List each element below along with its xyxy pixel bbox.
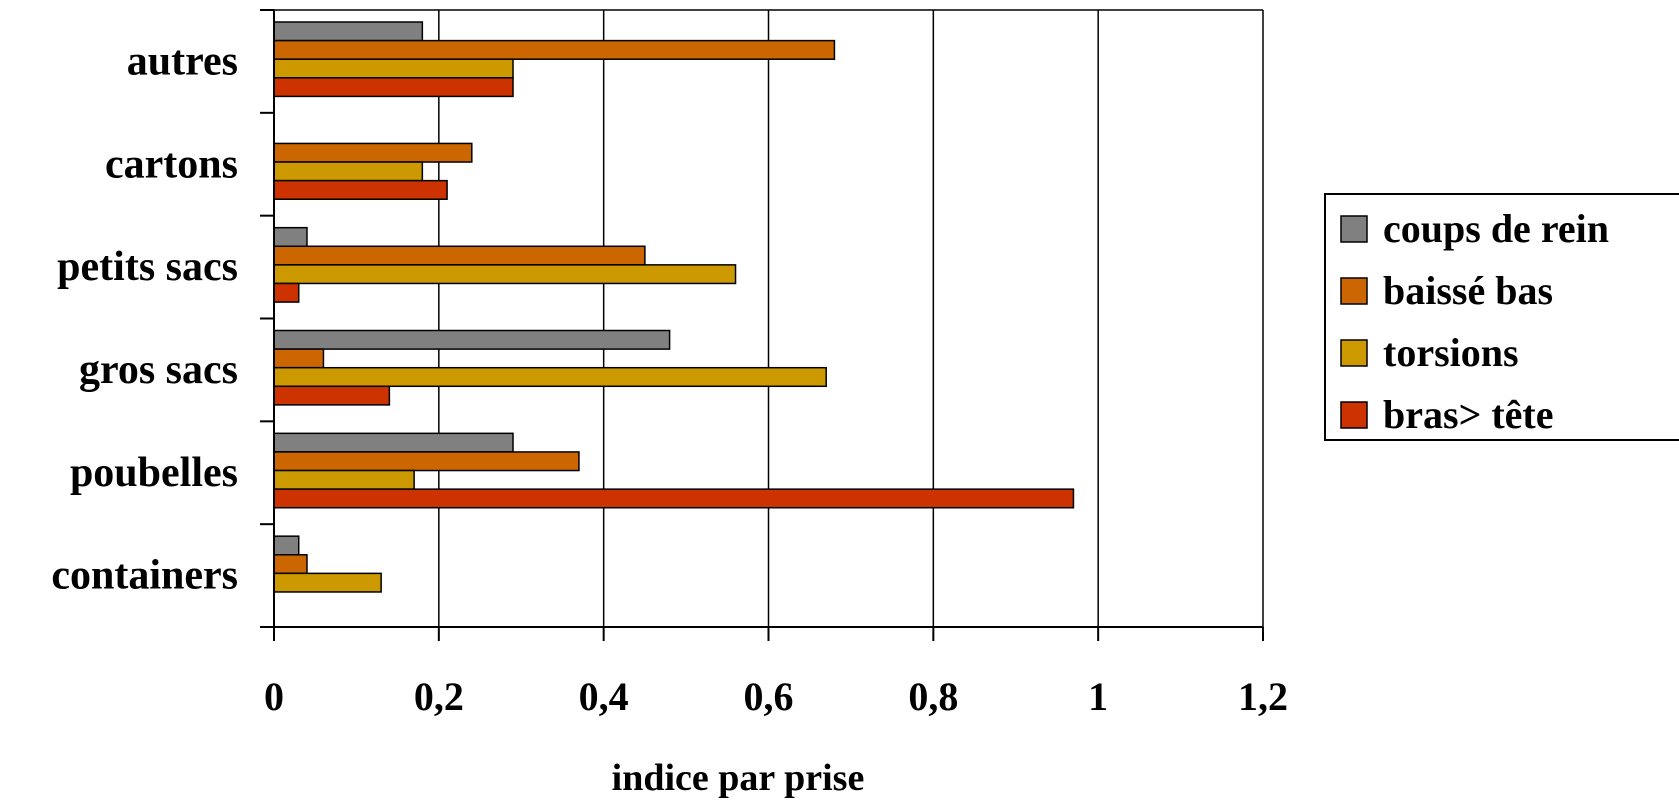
bar-petits-sacs-3 xyxy=(273,282,300,303)
legend: coups de rein baissé bas torsions bras> têt… xyxy=(1324,193,1679,441)
legend-label: baissé bas xyxy=(1383,268,1553,313)
bar-containers-2 xyxy=(273,572,382,593)
category-label: poubelles xyxy=(70,450,238,496)
bar-gros-sacs-1 xyxy=(273,348,325,369)
category-label: gros sacs xyxy=(79,347,238,393)
bar-poubelles-3 xyxy=(273,488,1075,509)
bar-autres-1 xyxy=(273,39,836,60)
legend-swatch xyxy=(1340,215,1368,243)
bar-cartons-2 xyxy=(273,161,424,182)
axes xyxy=(260,9,1264,641)
category-label: autres xyxy=(127,38,238,84)
bar-autres-0 xyxy=(273,21,424,42)
bar-containers-1 xyxy=(273,554,308,575)
bar-gros-sacs-2 xyxy=(273,366,827,388)
legend-box xyxy=(1324,193,1679,441)
bar-petits-sacs-0 xyxy=(273,226,308,248)
bar-autres-3 xyxy=(273,77,514,98)
bar-poubelles-2 xyxy=(273,469,415,490)
x-axis-label: indice par prise xyxy=(612,757,865,799)
bar-poubelles-0 xyxy=(273,432,514,453)
category-label: containers xyxy=(51,553,238,599)
bar-poubelles-1 xyxy=(273,451,580,472)
x-tick-label: 0 xyxy=(264,674,284,719)
bar-petits-sacs-1 xyxy=(273,245,646,266)
x-tick-label: 0,2 xyxy=(414,674,464,719)
x-tick-label: 0,8 xyxy=(908,674,958,719)
x-tick-label: 1,2 xyxy=(1238,674,1288,719)
category-label: cartons xyxy=(105,141,238,187)
legend-swatch xyxy=(1340,339,1368,367)
bars xyxy=(273,21,1075,593)
legend-label: bras> tête xyxy=(1383,392,1554,437)
x-tick-label: 0,4 xyxy=(579,674,629,719)
bar-cartons-1 xyxy=(273,142,473,163)
legend-label: torsions xyxy=(1383,330,1519,375)
gridlines xyxy=(274,9,1264,627)
x-tick-label: 0,6 xyxy=(744,674,794,719)
bar-autres-2 xyxy=(273,58,514,79)
bar-gros-sacs-3 xyxy=(273,385,391,406)
tick-labels: autres cartons petits sacs gros sacs poubell… xyxy=(51,38,1288,719)
bar-containers-0 xyxy=(273,535,300,556)
legend-swatch xyxy=(1340,401,1368,429)
category-label: petits sacs xyxy=(57,244,238,290)
x-tick-label: 1 xyxy=(1088,674,1108,719)
legend-swatch xyxy=(1340,277,1368,305)
legend-label: coups de rein xyxy=(1383,206,1609,251)
bar-gros-sacs-0 xyxy=(273,329,671,350)
bar-cartons-3 xyxy=(273,179,448,200)
bar-petits-sacs-2 xyxy=(273,264,737,285)
